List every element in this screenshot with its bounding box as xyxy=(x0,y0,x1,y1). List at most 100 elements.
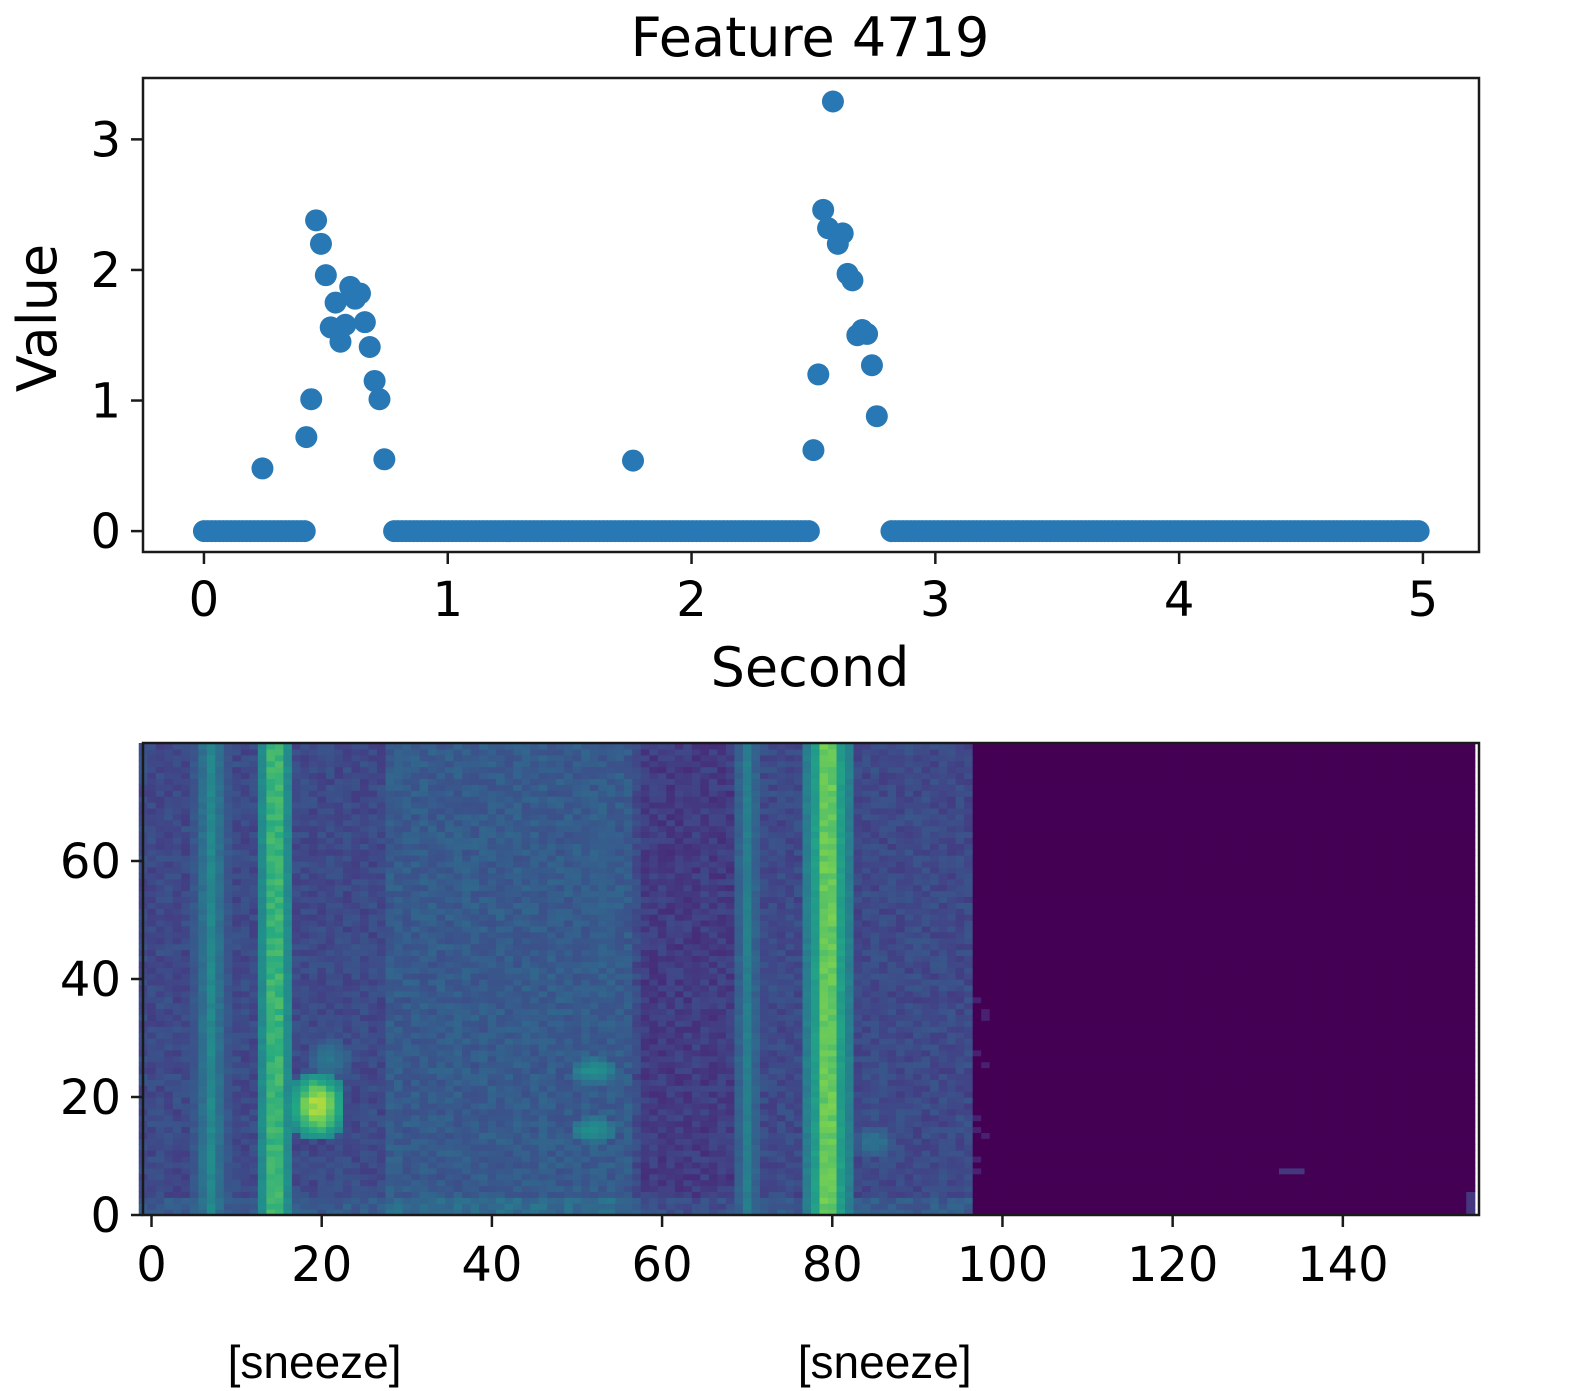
heatmap-cell xyxy=(428,1173,438,1181)
heatmap-cell xyxy=(189,1138,199,1145)
heatmap-cell xyxy=(402,1108,412,1116)
heatmap-cell xyxy=(419,1203,429,1210)
heatmap-cell xyxy=(291,1061,302,1069)
heatmap-cell xyxy=(487,1049,497,1057)
heatmap-cell xyxy=(359,902,370,909)
heatmap-cell xyxy=(428,872,438,880)
heatmap-cell xyxy=(249,1043,259,1051)
heatmap-cell xyxy=(462,1126,472,1133)
heatmap-cell xyxy=(428,884,438,892)
heatmap-cell xyxy=(521,849,531,856)
heatmap-cell xyxy=(504,943,514,951)
heatmap-cell xyxy=(385,748,395,756)
heatmap-cell xyxy=(479,802,489,809)
heatmap-cell xyxy=(606,1179,616,1187)
heatmap-cell xyxy=(300,1032,310,1039)
heatmap-cell xyxy=(334,766,344,774)
heatmap-cell xyxy=(394,896,404,903)
heatmap-cell xyxy=(377,1061,387,1069)
heatmap-cell xyxy=(470,849,480,856)
heatmap-cell xyxy=(155,937,165,945)
heatmap-cell xyxy=(274,1161,285,1169)
heatmap-cell xyxy=(325,955,336,962)
heatmap-cell xyxy=(359,772,370,779)
heatmap-cell xyxy=(368,1043,378,1051)
heatmap-cell xyxy=(325,813,336,821)
heatmap-cell xyxy=(342,902,353,909)
heatmap-cell xyxy=(598,984,608,992)
heatmap-cell xyxy=(274,1085,285,1092)
heatmap-cell xyxy=(283,920,293,927)
heatmap-cell xyxy=(530,961,540,968)
heatmap-cell xyxy=(308,837,319,844)
heatmap-cell xyxy=(385,967,395,974)
heatmap-cell xyxy=(462,760,472,768)
heatmap-cell xyxy=(538,1179,548,1187)
heatmap-cell xyxy=(555,990,565,998)
heatmap-cell xyxy=(470,837,480,844)
heatmap-cell xyxy=(291,1161,302,1169)
heatmap-cell xyxy=(394,955,404,962)
heatmap-cell xyxy=(606,766,616,774)
heatmap-cell xyxy=(181,990,191,998)
heatmap-cell xyxy=(419,866,429,874)
heatmap-cell xyxy=(155,784,165,791)
heatmap-cell xyxy=(257,1108,267,1116)
heatmap-cell xyxy=(359,837,370,844)
heatmap-cell xyxy=(206,914,216,921)
heatmap-cell xyxy=(368,1055,378,1063)
heatmap-cell xyxy=(428,1108,438,1116)
heatmap-cell xyxy=(504,973,514,980)
heatmap-cell xyxy=(547,790,557,797)
heatmap-cell xyxy=(189,784,199,791)
heatmap-cell xyxy=(538,1102,548,1110)
heatmap-cell xyxy=(496,1049,506,1057)
heatmap-cell xyxy=(428,955,438,962)
heatmap-cell xyxy=(572,943,582,951)
heatmap-cell xyxy=(615,1173,625,1181)
heatmap-cell xyxy=(189,1209,199,1216)
heatmap-cell xyxy=(385,849,395,856)
heatmap-cell xyxy=(223,802,233,809)
heatmap-cell xyxy=(325,1167,336,1175)
heatmap-cell xyxy=(453,1173,463,1181)
heatmap-cell xyxy=(249,937,259,945)
heatmap-cell xyxy=(623,1156,633,1163)
heatmap-cell xyxy=(564,1079,574,1086)
heatmap-cell xyxy=(572,996,582,1004)
heatmap-cell xyxy=(572,790,582,797)
heatmap-cell xyxy=(249,796,259,803)
heatmap-cell xyxy=(334,796,344,803)
heatmap-cell xyxy=(513,1132,523,1139)
heatmap-cell xyxy=(496,1002,506,1010)
heatmap-cell xyxy=(402,1120,412,1128)
heatmap-cell xyxy=(351,807,361,815)
heatmap-cell xyxy=(189,1038,199,1045)
scatter-points xyxy=(192,90,1430,543)
heatmap-cell xyxy=(470,884,480,892)
heatmap-cell xyxy=(445,1126,455,1133)
heatmap-cell xyxy=(598,743,608,750)
heatmap-cell xyxy=(436,961,446,968)
heatmap-cell xyxy=(547,1073,557,1080)
heatmap-cell xyxy=(547,760,557,768)
heatmap-cell xyxy=(411,955,421,962)
heatmap-cell xyxy=(198,1132,208,1139)
heatmap-cell xyxy=(317,1002,327,1010)
heatmap-cell xyxy=(632,1091,642,1098)
heatmap-cell xyxy=(206,1008,216,1015)
y-axis-label: Value xyxy=(6,244,69,392)
heatmap-cell xyxy=(342,1073,353,1080)
heatmap-cell xyxy=(240,920,250,927)
heatmap-cell xyxy=(342,967,353,974)
heatmap-cell xyxy=(164,878,174,886)
heatmap-cell xyxy=(513,849,523,856)
heatmap-cell xyxy=(394,849,404,856)
heatmap-cell xyxy=(581,1038,591,1045)
heatmap-cell xyxy=(538,796,548,803)
heatmap-cell xyxy=(240,1067,250,1074)
heatmap-cell xyxy=(274,1008,285,1015)
heatmap-cell xyxy=(428,772,438,779)
heatmap-cell xyxy=(581,1138,591,1145)
heatmap-cell xyxy=(240,825,250,833)
